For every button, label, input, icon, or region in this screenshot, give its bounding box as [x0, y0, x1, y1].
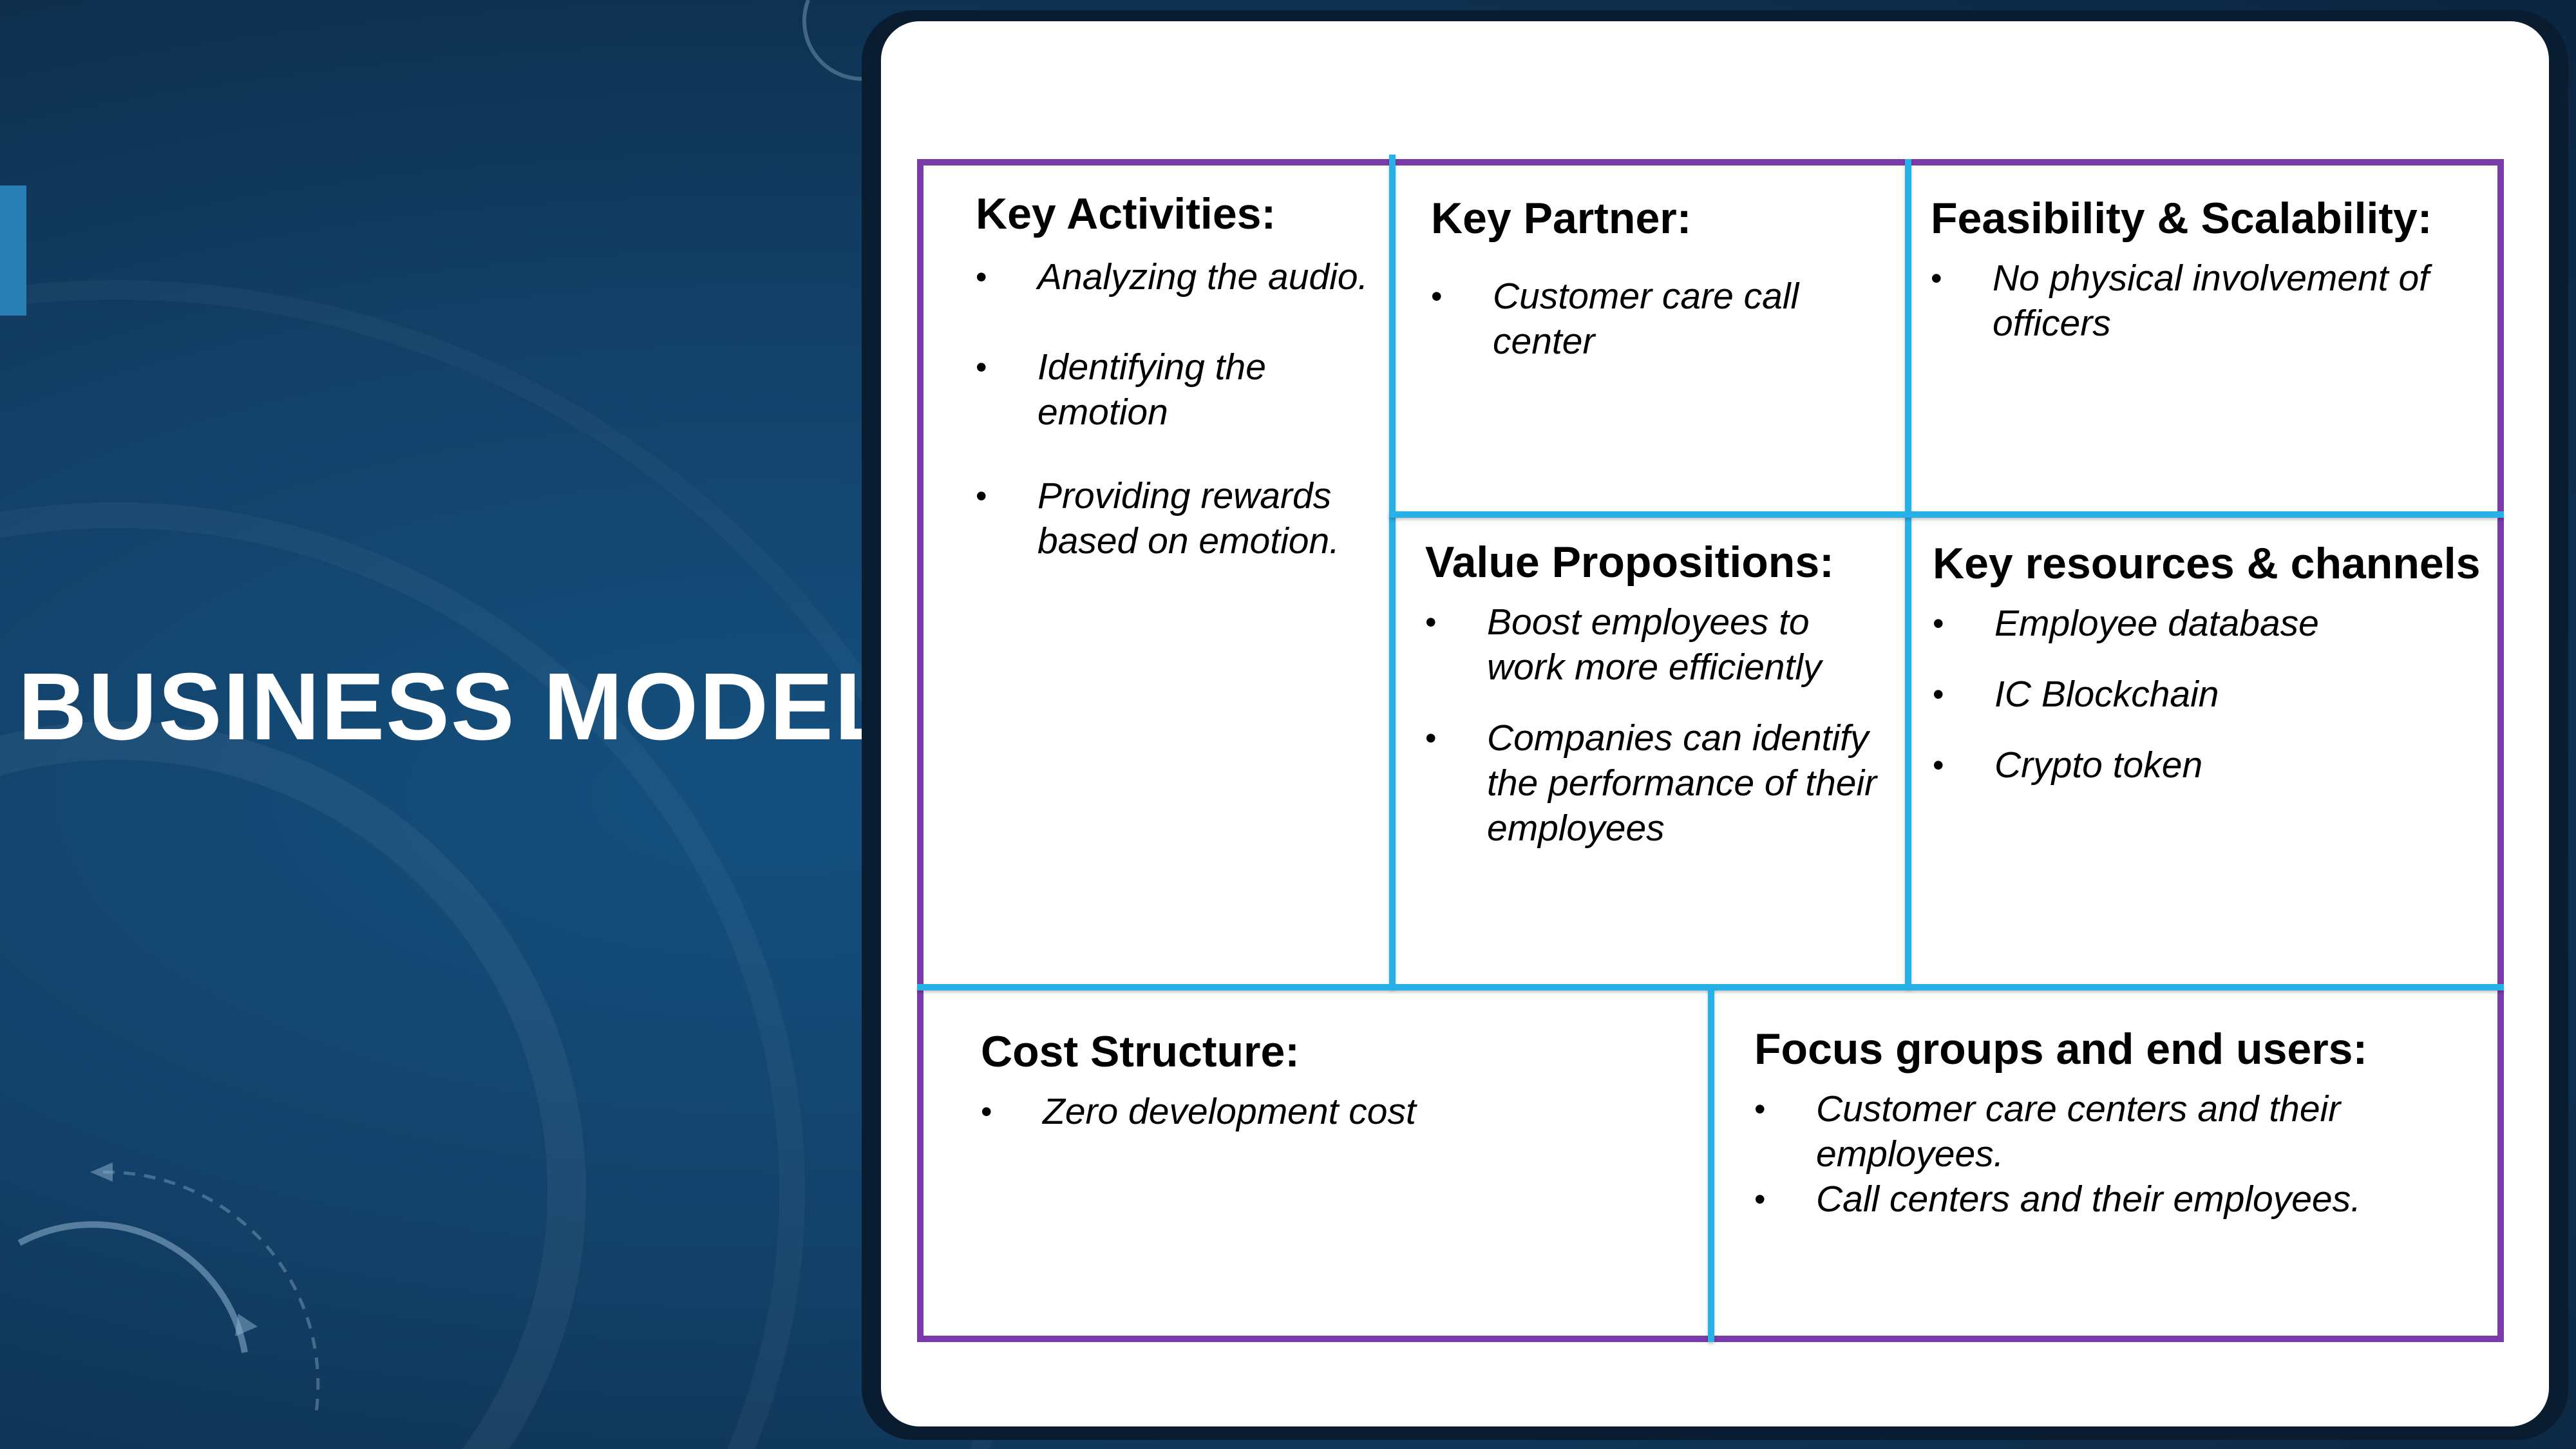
- key-partner-list: Customer care call center: [1431, 274, 1895, 364]
- divider-horizontal-top: [1389, 511, 2504, 518]
- list-item: Customer care call center: [1431, 274, 1853, 364]
- list-item: Employee database: [1933, 601, 2499, 646]
- list-item: IC Blockchain: [1933, 672, 2499, 717]
- list-item: Boost employees to work more efficiently: [1425, 600, 1886, 690]
- key-resources-section: Key resources & channels Employee databa…: [1933, 540, 2499, 788]
- key-partner-title: Key Partner:: [1431, 194, 1895, 243]
- value-propositions-list: Boost employees to work more efficiently…: [1425, 600, 1902, 851]
- list-item: Identifying the emotion: [976, 345, 1308, 435]
- accent-bar: [0, 185, 26, 316]
- key-partner-section: Key Partner: Customer care call center: [1431, 194, 1895, 364]
- divider-vertical-bottom: [1708, 989, 1714, 1342]
- list-item: Crypto token: [1933, 743, 2499, 788]
- focus-groups-list: Customer care centers and their employee…: [1754, 1086, 2495, 1222]
- list-item: Analyzing the audio.: [976, 254, 1381, 299]
- key-activities-list: Analyzing the audio. Identifying the emo…: [976, 254, 1381, 564]
- list-item: Companies can identify the performance o…: [1425, 715, 1899, 851]
- cost-structure-title: Cost Structure:: [981, 1028, 1689, 1076]
- key-activities-title: Key Activities:: [976, 190, 1381, 238]
- feasibility-title: Feasibility & Scalability:: [1931, 194, 2497, 243]
- divider-vertical-right: [1905, 159, 1911, 989]
- key-resources-title: Key resources & channels: [1933, 540, 2499, 588]
- focus-groups-title: Focus groups and end users:: [1754, 1025, 2495, 1074]
- list-item: Customer care centers and their employee…: [1754, 1086, 2396, 1177]
- feasibility-list: No physical involvement of officers: [1931, 256, 2497, 346]
- key-activities-section: Key Activities: Analyzing the audio. Ide…: [976, 190, 1381, 564]
- divider-vertical-left: [1389, 155, 1396, 989]
- feasibility-section: Feasibility & Scalability: No physical i…: [1931, 194, 2497, 346]
- list-item: Providing rewards based on emotion.: [976, 473, 1372, 564]
- cost-structure-list: Zero development cost: [981, 1089, 1689, 1134]
- value-propositions-section: Value Propositions: Boost employees to w…: [1425, 538, 1902, 851]
- focus-groups-section: Focus groups and end users: Customer car…: [1754, 1025, 2495, 1222]
- list-item: Call centers and their employees.: [1754, 1177, 2495, 1222]
- slide-title: BUSINESS MODEL: [18, 657, 855, 757]
- value-propositions-title: Value Propositions:: [1425, 538, 1902, 587]
- list-item: Zero development cost: [981, 1089, 1689, 1134]
- key-resources-list: Employee database IC Blockchain Crypto t…: [1933, 601, 2499, 788]
- list-item: No physical involvement of officers: [1931, 256, 2482, 346]
- cost-structure-section: Cost Structure: Zero development cost: [981, 1028, 1689, 1134]
